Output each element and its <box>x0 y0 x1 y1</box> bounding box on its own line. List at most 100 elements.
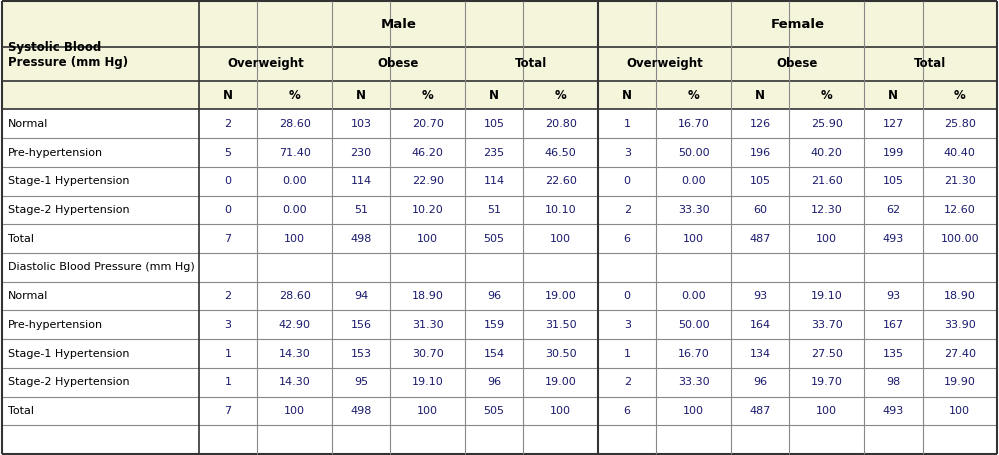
Text: 159: 159 <box>484 320 504 330</box>
Bar <box>2 167 997 196</box>
Text: 10.10: 10.10 <box>544 205 576 215</box>
Text: 127: 127 <box>883 119 904 129</box>
Text: 30.70: 30.70 <box>412 349 444 359</box>
Bar <box>2 253 997 282</box>
Text: 14.30: 14.30 <box>279 349 311 359</box>
Text: 154: 154 <box>484 349 504 359</box>
Text: 126: 126 <box>749 119 771 129</box>
Text: 50.00: 50.00 <box>678 320 709 330</box>
Text: 95: 95 <box>354 377 369 387</box>
Text: 1: 1 <box>225 349 232 359</box>
Text: 20.70: 20.70 <box>412 119 444 129</box>
Text: Overweight: Overweight <box>626 57 703 71</box>
Text: 14.30: 14.30 <box>279 377 311 387</box>
Text: 22.90: 22.90 <box>412 176 444 186</box>
Text: 230: 230 <box>351 147 372 157</box>
Text: 19.10: 19.10 <box>412 377 444 387</box>
Text: 19.70: 19.70 <box>811 377 843 387</box>
Text: 40.40: 40.40 <box>944 147 976 157</box>
Text: %: % <box>688 89 699 101</box>
Text: Obese: Obese <box>777 57 818 71</box>
Text: 199: 199 <box>883 147 904 157</box>
Text: 0: 0 <box>225 205 232 215</box>
Text: 0.00: 0.00 <box>283 205 307 215</box>
Text: Pre-hypertension: Pre-hypertension <box>8 147 103 157</box>
Text: Pre-hypertension: Pre-hypertension <box>8 320 103 330</box>
Text: %: % <box>422 89 434 101</box>
Bar <box>2 47 997 81</box>
Text: 27.50: 27.50 <box>811 349 843 359</box>
Text: 46.50: 46.50 <box>544 147 576 157</box>
Text: Total: Total <box>8 234 34 244</box>
Text: Total: Total <box>914 57 947 71</box>
Text: 100: 100 <box>418 234 439 244</box>
Text: 498: 498 <box>351 234 372 244</box>
Text: 164: 164 <box>749 320 771 330</box>
Text: Female: Female <box>770 18 824 30</box>
Text: Normal: Normal <box>8 119 48 129</box>
Text: 103: 103 <box>351 119 372 129</box>
Text: 28.60: 28.60 <box>279 119 311 129</box>
Text: 105: 105 <box>484 119 504 129</box>
Text: 487: 487 <box>749 234 771 244</box>
Text: 33.30: 33.30 <box>678 205 709 215</box>
Text: Stage-2 Hypertension: Stage-2 Hypertension <box>8 377 130 387</box>
Text: 493: 493 <box>883 406 904 416</box>
Text: N: N <box>888 89 898 101</box>
Text: 100: 100 <box>550 234 571 244</box>
Text: 100: 100 <box>284 406 305 416</box>
Text: 114: 114 <box>484 176 504 186</box>
Text: Normal: Normal <box>8 291 48 301</box>
Text: 42.90: 42.90 <box>279 320 311 330</box>
Text: 30.50: 30.50 <box>544 349 576 359</box>
Bar <box>2 368 997 397</box>
Text: 71.40: 71.40 <box>279 147 311 157</box>
Text: 1: 1 <box>623 349 630 359</box>
Text: Stage-2 Hypertension: Stage-2 Hypertension <box>8 205 130 215</box>
Text: 94: 94 <box>354 291 369 301</box>
Text: 100: 100 <box>418 406 439 416</box>
Text: 235: 235 <box>484 147 504 157</box>
Text: Systolic Blood
Pressure (mm Hg): Systolic Blood Pressure (mm Hg) <box>8 41 128 69</box>
Bar <box>2 224 997 253</box>
Text: 28.60: 28.60 <box>279 291 311 301</box>
Text: N: N <box>357 89 367 101</box>
Text: 31.30: 31.30 <box>412 320 444 330</box>
Text: 0.00: 0.00 <box>681 176 706 186</box>
Text: 196: 196 <box>749 147 771 157</box>
Text: 25.90: 25.90 <box>811 119 843 129</box>
Text: 18.90: 18.90 <box>944 291 976 301</box>
Text: 487: 487 <box>749 406 771 416</box>
Text: 3: 3 <box>623 320 630 330</box>
Text: 0: 0 <box>225 176 232 186</box>
Text: 114: 114 <box>351 176 372 186</box>
Text: 46.20: 46.20 <box>412 147 444 157</box>
Text: 100: 100 <box>550 406 571 416</box>
Text: 505: 505 <box>484 406 504 416</box>
Text: 16.70: 16.70 <box>678 119 709 129</box>
Text: 31.50: 31.50 <box>544 320 576 330</box>
Text: 2: 2 <box>225 291 232 301</box>
Text: 96: 96 <box>753 377 767 387</box>
Text: Stage-1 Hypertension: Stage-1 Hypertension <box>8 349 130 359</box>
Text: 134: 134 <box>749 349 771 359</box>
Text: Diastolic Blood Pressure (mm Hg): Diastolic Blood Pressure (mm Hg) <box>8 263 195 273</box>
Text: 105: 105 <box>749 176 770 186</box>
Bar <box>2 339 997 368</box>
Text: 505: 505 <box>484 234 504 244</box>
Bar <box>2 310 997 339</box>
Text: 51: 51 <box>355 205 369 215</box>
Text: N: N <box>490 89 500 101</box>
Text: 98: 98 <box>886 377 900 387</box>
Text: 100: 100 <box>949 406 970 416</box>
Text: %: % <box>954 89 966 101</box>
Text: 100.00: 100.00 <box>940 234 979 244</box>
Text: 2: 2 <box>623 377 630 387</box>
Bar <box>2 425 997 454</box>
Text: 6: 6 <box>623 234 630 244</box>
Text: %: % <box>821 89 832 101</box>
Text: 3: 3 <box>225 320 232 330</box>
Text: 22.60: 22.60 <box>544 176 576 186</box>
Text: Total: Total <box>515 57 547 71</box>
Text: 0: 0 <box>623 176 630 186</box>
